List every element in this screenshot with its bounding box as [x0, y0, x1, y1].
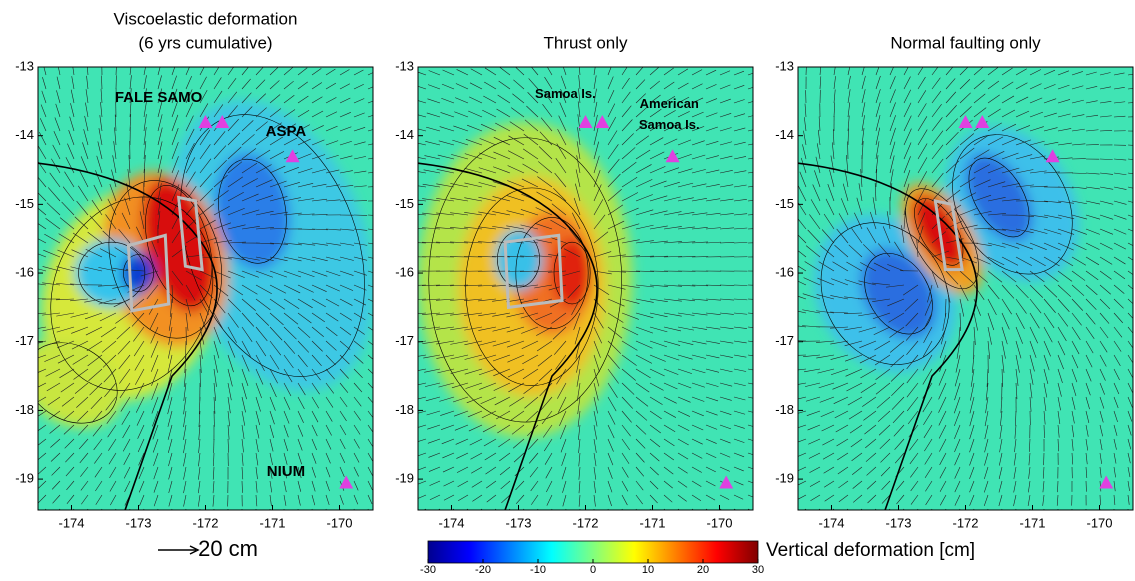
colorbar-tick-label: 10 [642, 564, 654, 576]
x-tick-label: -172 [952, 515, 978, 530]
map-panel: -174 -173 -172 -171 -170 -13 -14 -15 -16 -17 -18 -1… [395, 33, 761, 530]
y-tick-label: -17 [395, 333, 414, 348]
map-panel: -174 -173 -172 -171 -170 -13 -14 -15 -16 -17 -18 -1… [775, 33, 1135, 530]
x-tick-label: -172 [572, 515, 598, 530]
x-tick-label: -170 [326, 515, 352, 530]
y-tick-label: -14 [395, 127, 414, 142]
y-tick-label: -18 [15, 402, 34, 417]
colorbar-tick-label: -20 [475, 564, 491, 576]
x-tick-label: -174 [818, 515, 844, 530]
y-tick-label: -14 [15, 127, 34, 142]
colorbar-tick-label: 0 [590, 564, 596, 576]
x-tick-label: -170 [706, 515, 732, 530]
annotation: FALE SAMO [115, 89, 203, 106]
displacement-arrow [169, 509, 172, 520]
y-tick-label: -18 [395, 402, 414, 417]
y-tick-label: -17 [15, 333, 34, 348]
x-tick-label: -171 [639, 515, 665, 530]
y-tick-label: -16 [15, 264, 34, 279]
colorbar-label: Vertical deformation [cm] [766, 540, 975, 561]
y-tick-label: -19 [15, 471, 34, 486]
displacement-arrow [1071, 509, 1072, 519]
displacement-arrow [256, 509, 257, 520]
x-tick-label: -173 [125, 515, 151, 530]
y-tick-label: -15 [775, 196, 794, 211]
y-tick-label: -14 [775, 127, 794, 142]
y-tick-label: -19 [775, 471, 794, 486]
scale-arrow [158, 546, 198, 554]
y-tick-label: -15 [395, 196, 414, 211]
displacement-arrow [312, 509, 314, 519]
y-tick-label: -13 [395, 58, 414, 73]
displacement-arrow [298, 509, 300, 519]
y-tick-label: -17 [775, 333, 794, 348]
plot-area [408, 62, 761, 520]
x-tick-label: -174 [58, 515, 84, 530]
panel-title: Normal faulting only [890, 33, 1041, 52]
displacement-arrow [154, 509, 158, 520]
y-tick-label: -15 [15, 196, 34, 211]
x-tick-label: -170 [1086, 515, 1112, 530]
deformation-field [418, 122, 632, 438]
y-tick-label: -16 [395, 264, 414, 279]
displacement-arrow [227, 509, 228, 520]
annotation: NIUM [267, 463, 305, 480]
x-tick-label: -173 [885, 515, 911, 530]
annotation: Samoa Is. [639, 117, 700, 132]
y-tick-label: -13 [15, 58, 34, 73]
displacement-arrow [608, 509, 611, 520]
x-tick-label: -171 [259, 515, 285, 530]
displacement-arrow [1013, 509, 1016, 520]
displacement-arrow [1057, 509, 1058, 519]
annotation: ASPA [266, 123, 307, 140]
panel-title: Viscoelastic deformation [114, 9, 298, 28]
scale-label: 20 cm [198, 536, 258, 561]
x-tick-label: -173 [505, 515, 531, 530]
panel-title: Thrust only [543, 33, 628, 52]
colorbar-tick-label: 30 [752, 564, 764, 576]
map-panel: -174 -173 -172 -171 -170 -13 -14 -15 -16 -17 -18 -1… [4, 9, 412, 530]
x-tick-label: -172 [192, 515, 218, 530]
panel-subtitle: (6 yrs cumulative) [138, 33, 272, 52]
x-tick-label: -171 [1019, 515, 1045, 530]
y-tick-label: -13 [775, 58, 794, 73]
displacement-arrow [984, 509, 988, 519]
y-tick-label: -16 [775, 264, 794, 279]
annotation: American [640, 96, 699, 111]
y-tick-label: -19 [395, 471, 414, 486]
y-tick-label: -18 [775, 402, 794, 417]
colorbar-tick-label: -30 [420, 564, 436, 576]
plot-area [4, 62, 412, 520]
displacement-arrow [184, 509, 186, 520]
plot-area [786, 63, 1135, 520]
displacement-arrow [563, 509, 566, 520]
x-tick-label: -174 [438, 515, 464, 530]
displacement-arrow [999, 509, 1002, 520]
colorbar-tick-label: 20 [697, 564, 709, 576]
displacement-arrow [547, 509, 552, 519]
colorbar-tick-label: -10 [530, 564, 546, 576]
annotation: Samoa Is. [535, 86, 596, 101]
